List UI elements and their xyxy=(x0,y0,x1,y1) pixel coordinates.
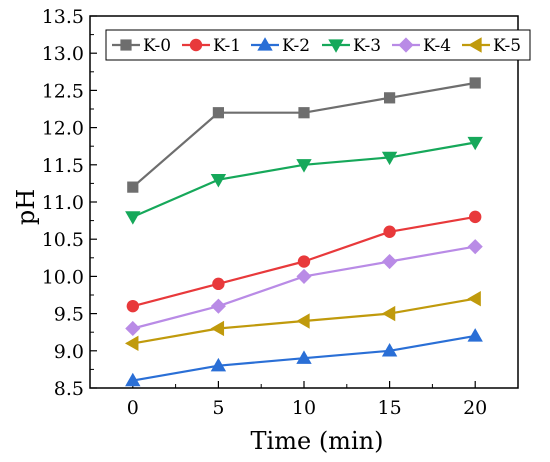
legend-item: K-0 xyxy=(112,36,171,56)
data-point xyxy=(296,159,312,173)
data-point xyxy=(296,350,312,364)
legend-label: K-3 xyxy=(353,36,381,56)
y-tick-label: 11.0 xyxy=(42,192,84,214)
series-k-0 xyxy=(127,77,481,193)
legend-item: K-4 xyxy=(392,36,451,56)
x-tick-label: 5 xyxy=(212,397,224,419)
legend-box xyxy=(105,29,531,61)
axis-ticks-group xyxy=(89,15,519,389)
data-point xyxy=(469,210,482,224)
x-tick-label: 20 xyxy=(463,397,487,419)
data-point xyxy=(210,357,227,372)
data-point xyxy=(212,107,224,119)
legend-marker xyxy=(328,39,344,53)
data-point xyxy=(383,92,396,104)
data-point xyxy=(212,277,225,291)
tick-labels-group: 8.5 9.0 9.5 10.0 10.5 11.0 11.5 12.0 12.5 13.0 13.… xyxy=(42,6,488,419)
data-point xyxy=(296,313,310,329)
y-tick-label: 11.5 xyxy=(42,155,84,177)
legend-marker xyxy=(120,39,132,51)
data-point xyxy=(382,253,398,270)
data-point xyxy=(210,320,225,337)
series-k-4 xyxy=(125,239,483,337)
y-tick-label: 12.0 xyxy=(42,118,84,140)
data-point xyxy=(467,328,483,342)
data-point xyxy=(296,268,312,284)
series-line xyxy=(132,141,476,218)
y-tick-label: 12.5 xyxy=(42,80,84,102)
data-point xyxy=(210,174,227,188)
legend-label: K-1 xyxy=(213,36,241,56)
legend-item: K-5 xyxy=(462,36,521,56)
data-point xyxy=(381,151,398,166)
data-point xyxy=(210,298,226,314)
data-point xyxy=(125,320,141,337)
data-point xyxy=(127,181,139,193)
y-tick-label: 13.5 xyxy=(42,6,84,28)
plot-frame xyxy=(89,15,519,389)
data-point xyxy=(124,335,139,352)
legend-item: K-1 xyxy=(182,36,241,56)
x-tick-label: 10 xyxy=(292,397,316,419)
legend-item: K-3 xyxy=(322,36,381,56)
data-point xyxy=(125,372,141,387)
x-tick-label: 0 xyxy=(127,397,139,419)
y-tick-label: 10.5 xyxy=(42,229,84,251)
legend: K-0 K-1 K-2 K-3 K-4 K-5 xyxy=(105,29,531,61)
data-point xyxy=(467,239,483,255)
legend-marker xyxy=(189,38,203,52)
legend-label: K-4 xyxy=(423,36,451,56)
data-point xyxy=(298,107,310,119)
data-point xyxy=(126,299,140,313)
data-point xyxy=(297,255,311,268)
data-point xyxy=(125,211,141,225)
legend-marker xyxy=(398,37,414,53)
series-k-5 xyxy=(124,291,481,352)
data-point xyxy=(467,291,481,307)
series-k-3 xyxy=(125,136,483,225)
y-tick-label: 13.0 xyxy=(42,43,84,65)
series-k-1 xyxy=(126,210,482,313)
data-point xyxy=(381,305,396,322)
y-tick-label: 9.0 xyxy=(54,341,84,363)
series-layer xyxy=(124,77,483,387)
legend-marker xyxy=(257,37,273,51)
legend-marker xyxy=(468,37,482,53)
legend-item: K-2 xyxy=(251,36,310,56)
data-point xyxy=(381,342,398,357)
x-tick-label: 15 xyxy=(378,397,402,419)
x-axis-label: Time (min) xyxy=(251,427,384,455)
legend-label: K-0 xyxy=(143,36,171,56)
y-tick-label: 8.5 xyxy=(54,378,84,400)
y-axis-label: pH xyxy=(12,189,40,225)
data-point xyxy=(467,136,483,151)
legend-label: K-5 xyxy=(493,36,521,56)
data-point xyxy=(383,225,396,238)
y-tick-label: 10.0 xyxy=(42,266,84,288)
y-tick-label: 9.5 xyxy=(54,304,84,326)
series-k-2 xyxy=(125,328,483,387)
data-point xyxy=(469,77,481,89)
legend-label: K-2 xyxy=(282,36,310,56)
